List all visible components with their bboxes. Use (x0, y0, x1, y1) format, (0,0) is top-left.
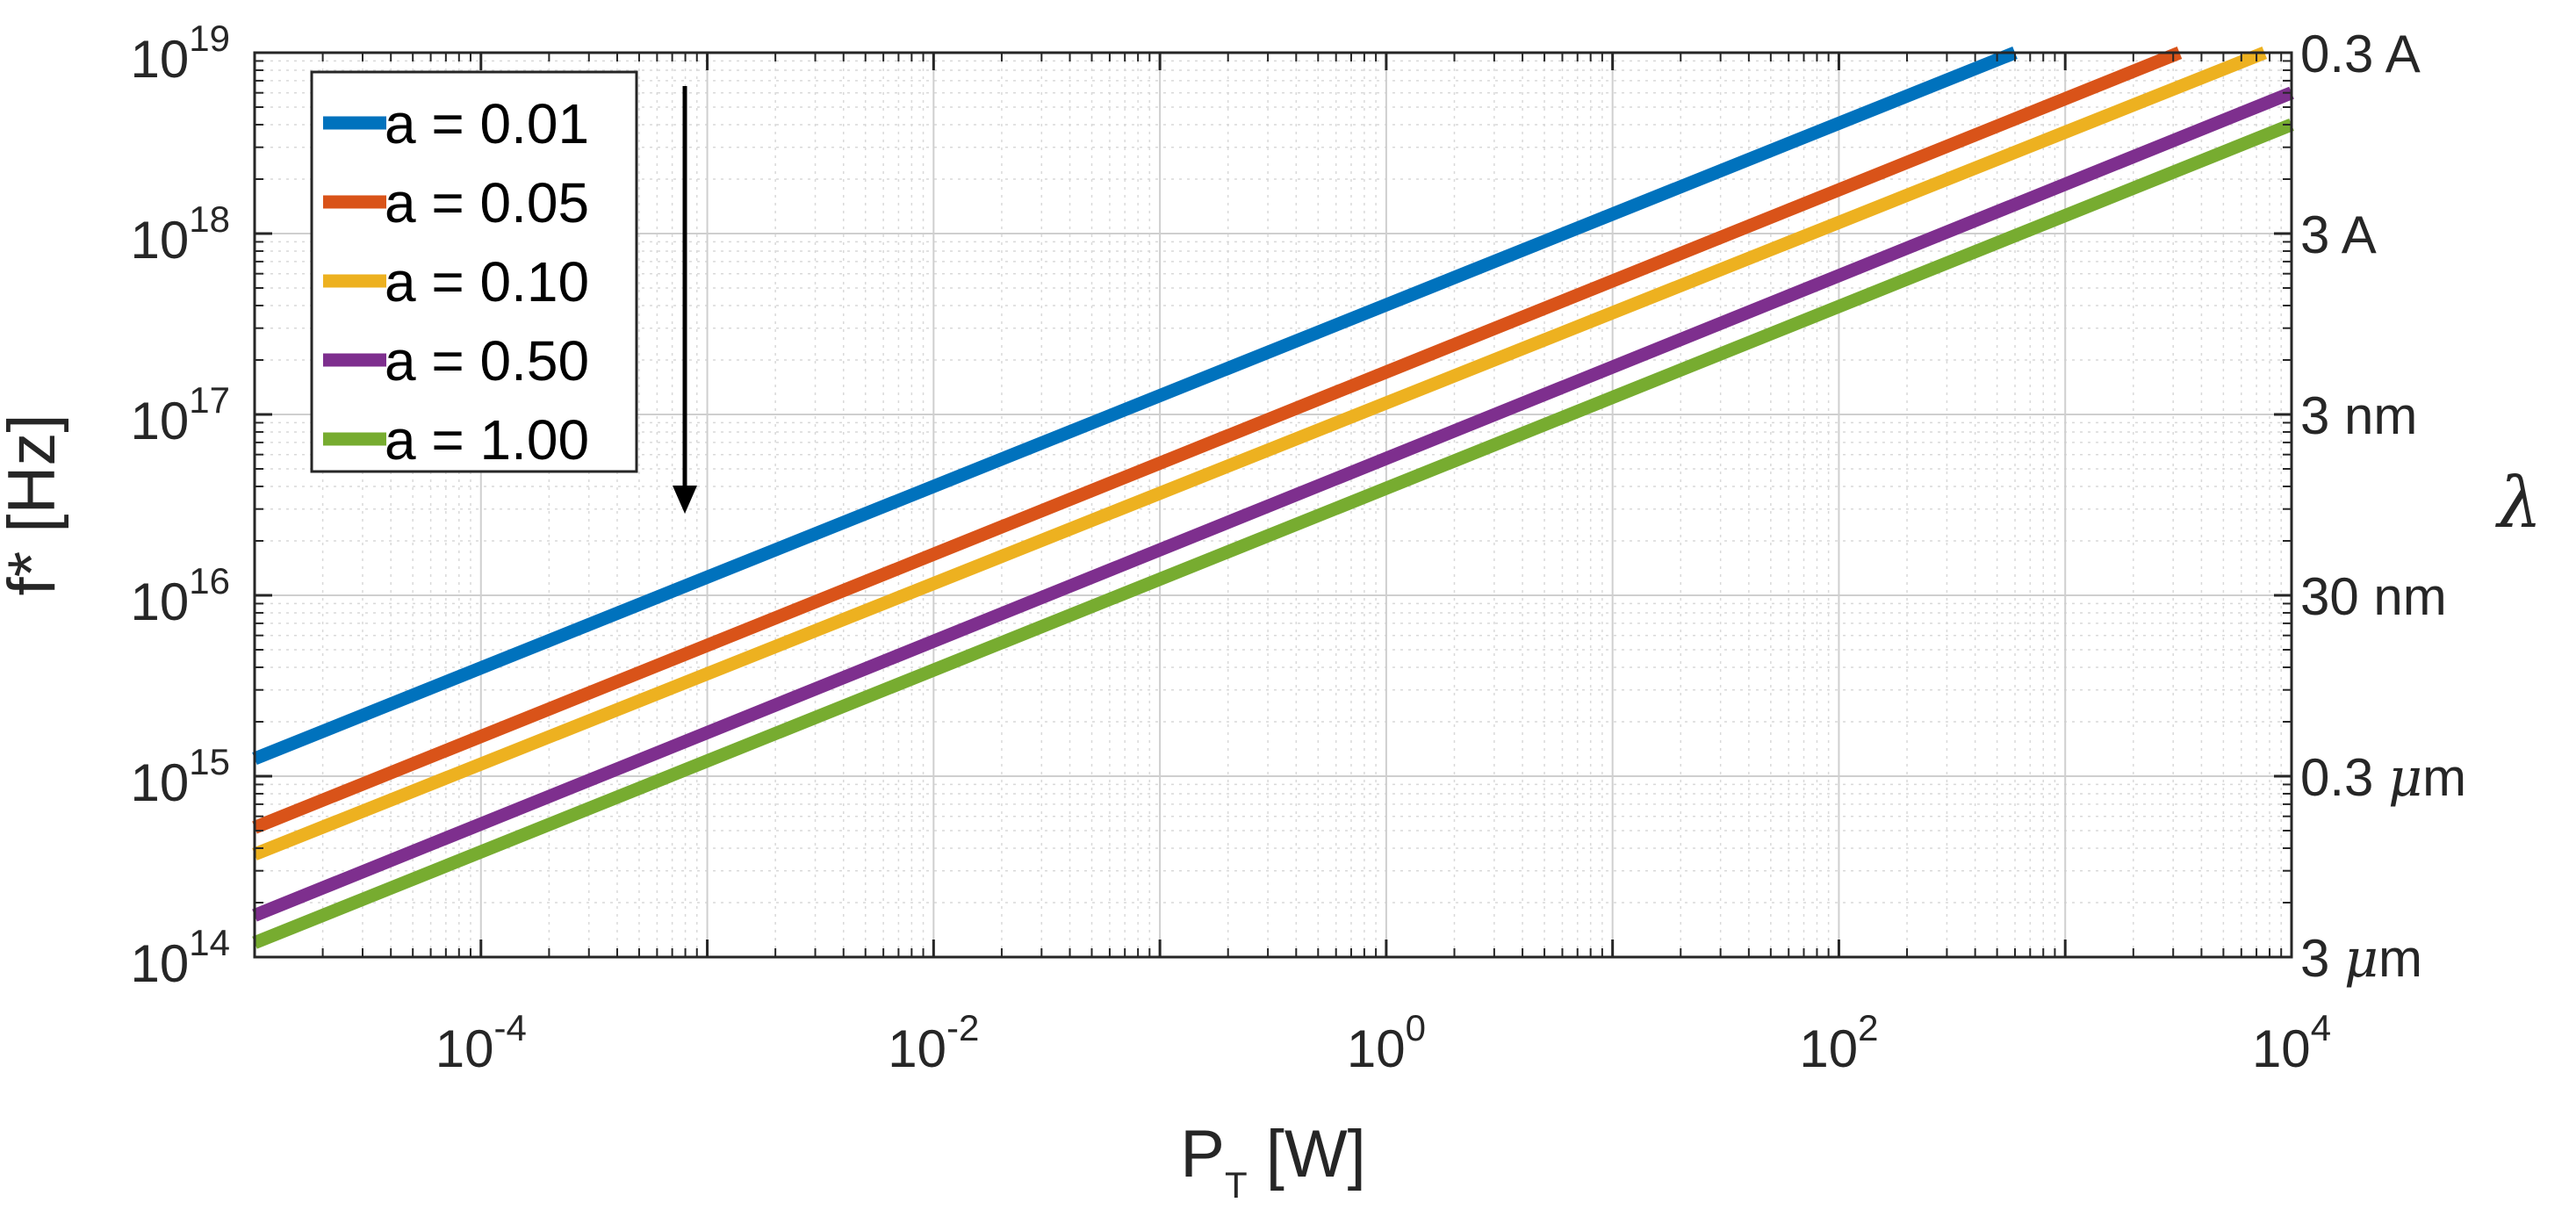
x-tick-label-base: 10 (1347, 1019, 1406, 1078)
x-tick-label: 10-2 (888, 1007, 979, 1078)
x-tick-label: 10-4 (435, 1007, 527, 1078)
x-tick-label: 104 (2252, 1007, 2331, 1078)
right-tick-label-value: 0.3 (2300, 748, 2388, 807)
y-tick-label-base: 10 (131, 934, 190, 993)
y-tick-label: 1014 (131, 922, 230, 993)
x-tick-label-exponent: -2 (946, 1007, 979, 1048)
y-tick-label-exponent: 16 (189, 560, 230, 601)
y-tick-label-base: 10 (131, 211, 190, 270)
x-tick-label: 102 (1799, 1007, 1878, 1078)
right-tick-label-unit: m (2378, 929, 2422, 988)
series-line-4 (252, 86, 2294, 922)
right-tick-label: 3 nm (2300, 386, 2417, 445)
y-tick-label-base: 10 (131, 392, 190, 450)
y-tick-label-base: 10 (131, 572, 190, 631)
y-tick-label-exponent: 19 (189, 18, 230, 59)
trend-arrow-head (673, 486, 697, 514)
x-tick-label-base: 10 (888, 1019, 946, 1078)
series-line-1 (252, 47, 2018, 765)
x-axis-label-subscript: T (1225, 1164, 1248, 1206)
x-tick-label-base: 10 (1799, 1019, 1858, 1078)
x-axis-label-unit: [W] (1248, 1117, 1366, 1192)
x-tick-labels: 10-4 10-2 100 102 104 (435, 1007, 2331, 1078)
x-tick-label-exponent: 2 (1858, 1007, 1878, 1048)
legend: a = 0.01 a = 0.05 a = 0.10 a = 0.50 a = 1.00 (310, 70, 638, 473)
x-tick-label-exponent: 4 (2311, 1007, 2331, 1048)
y-tick-label-exponent: 18 (189, 198, 230, 240)
series-line-3 (252, 47, 2268, 860)
y-tick-label: 1016 (131, 560, 230, 631)
legend-label: a = 1.00 (385, 408, 589, 472)
legend-label: a = 0.01 (385, 92, 589, 155)
trend-arrow (673, 86, 697, 514)
right-tick-label: 3 A (2300, 205, 2377, 264)
right-tick-label: 3 μm (2300, 928, 2422, 990)
x-tick-label-exponent: 0 (1406, 1007, 1426, 1048)
legend-label: a = 0.50 (385, 329, 589, 392)
y-tick-label: 1017 (131, 379, 230, 450)
legend-items: a = 0.01 a = 0.05 a = 0.10 a = 0.50 a = 1.00 (323, 92, 589, 472)
legend-label: a = 0.10 (385, 250, 589, 313)
right-tick-label: 0.3 μm (2300, 747, 2466, 809)
right-tick-label-mu: μ (2344, 928, 2378, 990)
series-lines (252, 47, 2294, 949)
x-axis-label-main: P (1180, 1117, 1225, 1192)
series-line-2 (252, 47, 2183, 834)
y-tick-label-exponent: 15 (189, 741, 230, 782)
y-tick-label: 1015 (131, 741, 230, 812)
y-tick-label-base: 10 (131, 753, 190, 812)
plot-frame (253, 51, 2293, 959)
series-line-5 (252, 119, 2294, 949)
legend-box (310, 70, 638, 473)
y-tick-label-exponent: 14 (189, 922, 230, 963)
x-tick-label-base: 10 (435, 1019, 494, 1078)
x-axis-label: PT [W] (1180, 1117, 1365, 1206)
x-tick-label: 100 (1347, 1007, 1426, 1078)
y-tick-label: 1018 (131, 198, 230, 270)
right-tick-label-value: 3 (2300, 929, 2344, 988)
y-tick-label: 1019 (131, 18, 230, 89)
y-axis-label: f* [Hz] (0, 414, 69, 596)
right-axis-label: λ (2495, 462, 2543, 544)
right-tick-label: 0.3 A (2300, 25, 2421, 83)
x-tick-label-exponent: -4 (493, 1007, 526, 1048)
x-tick-label-base: 10 (2252, 1019, 2311, 1078)
y-tick-label-exponent: 17 (189, 379, 230, 421)
y-tick-label-base: 10 (131, 30, 190, 89)
legend-label: a = 0.05 (385, 171, 589, 234)
axis-ticks (253, 51, 2293, 959)
right-tick-label-unit: m (2422, 748, 2466, 807)
right-tick-label: 30 nm (2300, 567, 2447, 626)
right-tick-label-mu: μ (2388, 747, 2422, 809)
